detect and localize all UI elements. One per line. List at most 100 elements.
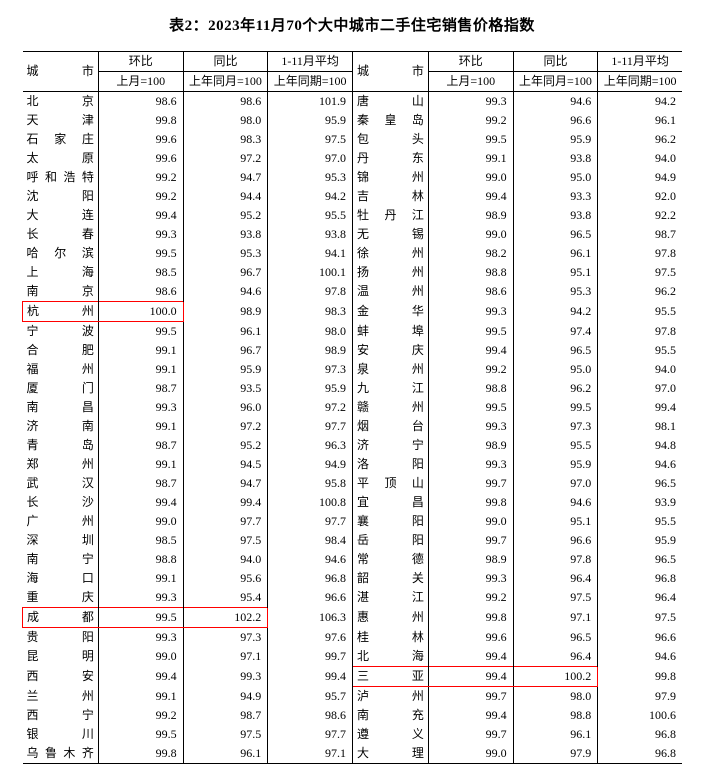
yoy-value: 97.9 — [513, 744, 598, 764]
city-name: 南 昌 — [23, 398, 99, 417]
mom-value: 99.1 — [98, 455, 183, 474]
table-row: 南 宁98.894.094.6常 德98.997.896.5 — [23, 550, 683, 569]
city-name: 赣 州 — [353, 398, 429, 417]
avg-value: 98.0 — [268, 322, 353, 342]
mom-value: 99.4 — [428, 667, 513, 687]
yoy-value: 102.2 — [183, 608, 268, 628]
city-name: 厦 门 — [23, 379, 99, 398]
mom-value: 98.6 — [428, 282, 513, 302]
mom-value: 99.1 — [98, 341, 183, 360]
yoy-value: 94.9 — [183, 687, 268, 707]
city-name: 济 宁 — [353, 436, 429, 455]
avg-value: 97.8 — [598, 322, 682, 342]
city-name: 桂 林 — [353, 628, 429, 648]
city-name: 沈 阳 — [23, 187, 99, 206]
yoy-value: 98.0 — [183, 111, 268, 130]
city-name: 襄 阳 — [353, 512, 429, 531]
avg-value: 96.6 — [598, 628, 682, 648]
avg-value: 95.9 — [598, 531, 682, 550]
avg-value: 94.9 — [598, 168, 682, 187]
mom-value: 99.3 — [428, 417, 513, 436]
city-name: 海 口 — [23, 569, 99, 588]
mom-value: 99.4 — [98, 667, 183, 687]
city-name: 成 都 — [23, 608, 99, 628]
yoy-value: 94.4 — [183, 187, 268, 206]
table-row: 济 南99.197.297.7烟 台99.397.398.1 — [23, 417, 683, 436]
city-name: 徐 州 — [353, 244, 429, 263]
table-row: 成 都99.5102.2106.3惠 州99.897.197.5 — [23, 608, 683, 628]
yoy-value: 95.1 — [513, 263, 598, 282]
city-name: 太 原 — [23, 149, 99, 168]
mom-value: 99.4 — [428, 706, 513, 725]
table-row: 呼和浩特99.294.795.3锦 州99.095.094.9 — [23, 168, 683, 187]
yoy-value: 97.4 — [513, 322, 598, 342]
avg-value: 96.1 — [598, 111, 682, 130]
yoy-value: 98.8 — [513, 706, 598, 725]
table-row: 上 海98.596.7100.1扬 州98.895.197.5 — [23, 263, 683, 282]
table-row: 南 京98.694.697.8温 州98.695.396.2 — [23, 282, 683, 302]
city-name: 烟 台 — [353, 417, 429, 436]
table-row: 长 沙99.499.4100.8宜 昌99.894.693.9 — [23, 493, 683, 512]
yoy-value: 98.7 — [183, 706, 268, 725]
yoy-value: 95.9 — [513, 130, 598, 149]
table-row: 哈 尔 滨99.595.394.1徐 州98.296.197.8 — [23, 244, 683, 263]
city-name: 乌鲁木齐 — [23, 744, 99, 764]
avg-value: 94.0 — [598, 149, 682, 168]
avg-value: 93.8 — [268, 225, 353, 244]
mom-value: 99.5 — [98, 322, 183, 342]
yoy-value: 95.5 — [513, 436, 598, 455]
yoy-value: 98.6 — [183, 92, 268, 112]
mom-value: 99.3 — [98, 628, 183, 648]
mom-value: 99.3 — [428, 92, 513, 112]
city-name: 唐 山 — [353, 92, 429, 112]
avg-value: 98.3 — [268, 302, 353, 322]
city-name: 杭 州 — [23, 302, 99, 322]
mom-value: 99.4 — [98, 206, 183, 225]
col-yoy-left: 同比 — [183, 52, 268, 72]
city-name: 长 春 — [23, 225, 99, 244]
avg-value: 100.8 — [268, 493, 353, 512]
yoy-value: 97.2 — [183, 149, 268, 168]
avg-value: 97.3 — [268, 360, 353, 379]
city-name: 安 庆 — [353, 341, 429, 360]
table-row: 昆 明99.097.199.7北 海99.496.494.6 — [23, 647, 683, 667]
table-row: 杭 州100.098.998.3金 华99.394.295.5 — [23, 302, 683, 322]
city-name: 兰 州 — [23, 687, 99, 707]
city-name: 北 京 — [23, 92, 99, 112]
city-name: 南 宁 — [23, 550, 99, 569]
yoy-value: 94.6 — [513, 493, 598, 512]
city-name: 青 岛 — [23, 436, 99, 455]
table-row: 郑 州99.194.594.9洛 阳99.395.994.6 — [23, 455, 683, 474]
mom-value: 99.4 — [428, 647, 513, 667]
avg-value: 99.7 — [268, 647, 353, 667]
table-row: 银 川99.597.597.7遵 义99.796.196.8 — [23, 725, 683, 744]
mom-value: 99.2 — [428, 588, 513, 608]
avg-value: 96.5 — [598, 474, 682, 493]
yoy-value: 95.0 — [513, 168, 598, 187]
table-row: 西 宁99.298.798.6南 充99.498.8100.6 — [23, 706, 683, 725]
city-name: 九 江 — [353, 379, 429, 398]
avg-value: 100.6 — [598, 706, 682, 725]
city-name: 宁 波 — [23, 322, 99, 342]
avg-value: 96.2 — [598, 130, 682, 149]
table-row: 海 口99.195.696.8韶 关99.396.496.8 — [23, 569, 683, 588]
city-name: 三 亚 — [353, 667, 429, 687]
yoy-value: 97.3 — [513, 417, 598, 436]
yoy-value: 99.5 — [513, 398, 598, 417]
city-name: 蚌 埠 — [353, 322, 429, 342]
avg-value: 96.8 — [268, 569, 353, 588]
city-name: 湛 江 — [353, 588, 429, 608]
city-name: 贵 阳 — [23, 628, 99, 648]
table-row: 太 原99.697.297.0丹 东99.193.894.0 — [23, 149, 683, 168]
mom-value: 98.6 — [98, 92, 183, 112]
yoy-value: 94.5 — [183, 455, 268, 474]
avg-value: 95.5 — [598, 512, 682, 531]
yoy-value: 96.7 — [183, 341, 268, 360]
avg-value: 96.4 — [598, 588, 682, 608]
mom-value: 99.5 — [98, 608, 183, 628]
yoy-value: 95.1 — [513, 512, 598, 531]
table-row: 深 圳98.597.598.4岳 阳99.796.695.9 — [23, 531, 683, 550]
mom-value: 99.8 — [98, 111, 183, 130]
mom-value: 98.7 — [98, 379, 183, 398]
yoy-value: 93.8 — [513, 149, 598, 168]
